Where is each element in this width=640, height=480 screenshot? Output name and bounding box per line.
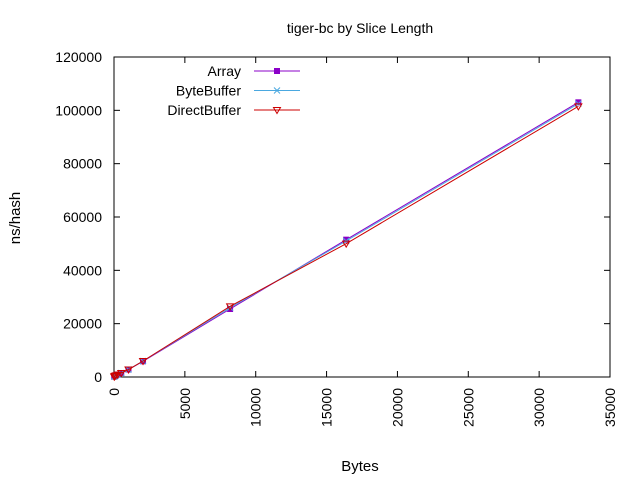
legend-label: DirectBuffer [167,102,241,118]
series-line-directbuffer [113,105,579,377]
x-tick-label: 15000 [319,388,335,427]
y-tick-label: 100000 [55,102,102,118]
legend-label: ByteBuffer [176,83,241,99]
series-point [111,372,121,380]
x-tick-label: 30000 [531,388,547,427]
y-axis-label: ns/hash [7,192,24,245]
series-point [273,87,281,94]
series-point [274,68,280,74]
x-tick-label: 35000 [602,388,618,427]
x-tick-label: 20000 [389,388,405,427]
legend-label: Array [208,63,241,79]
chart-title: tiger-bc by Slice Length [287,20,433,36]
series-point [225,303,235,311]
series-point [113,371,122,380]
series-point [116,370,126,378]
y-tick-label: 80000 [63,156,102,172]
series-point [124,366,133,375]
series-point [138,358,148,366]
y-tick-label: 20000 [63,316,102,332]
legend: Array ByteBuffer DirectBuffer [167,63,300,118]
x-tick-label: 25000 [460,388,476,427]
series-directbuffer-group [109,103,583,382]
series-point [272,107,282,115]
series-group [109,99,583,382]
y-tick-label: 40000 [63,262,102,278]
y-tick-label: 0 [94,369,102,385]
y-tick-label: 60000 [63,209,102,225]
series-point [341,240,351,249]
legend-item-array: Array [208,63,300,79]
x-tick-label: 5000 [177,388,193,419]
axis-ticks: 0 20000 40000 60000 80000 100000 120000 0 5000 10… [55,49,618,427]
legend-item-bytebuffer: ByteBuffer [176,83,300,99]
x-tick-label: 0 [106,388,122,396]
y-tick-label: 120000 [55,49,102,65]
series-point [573,103,583,111]
series-point [575,99,582,106]
x-tick-label: 10000 [248,388,264,427]
legend-item-directbuffer: DirectBuffer [167,102,300,118]
x-axis-label: Bytes [341,458,379,475]
